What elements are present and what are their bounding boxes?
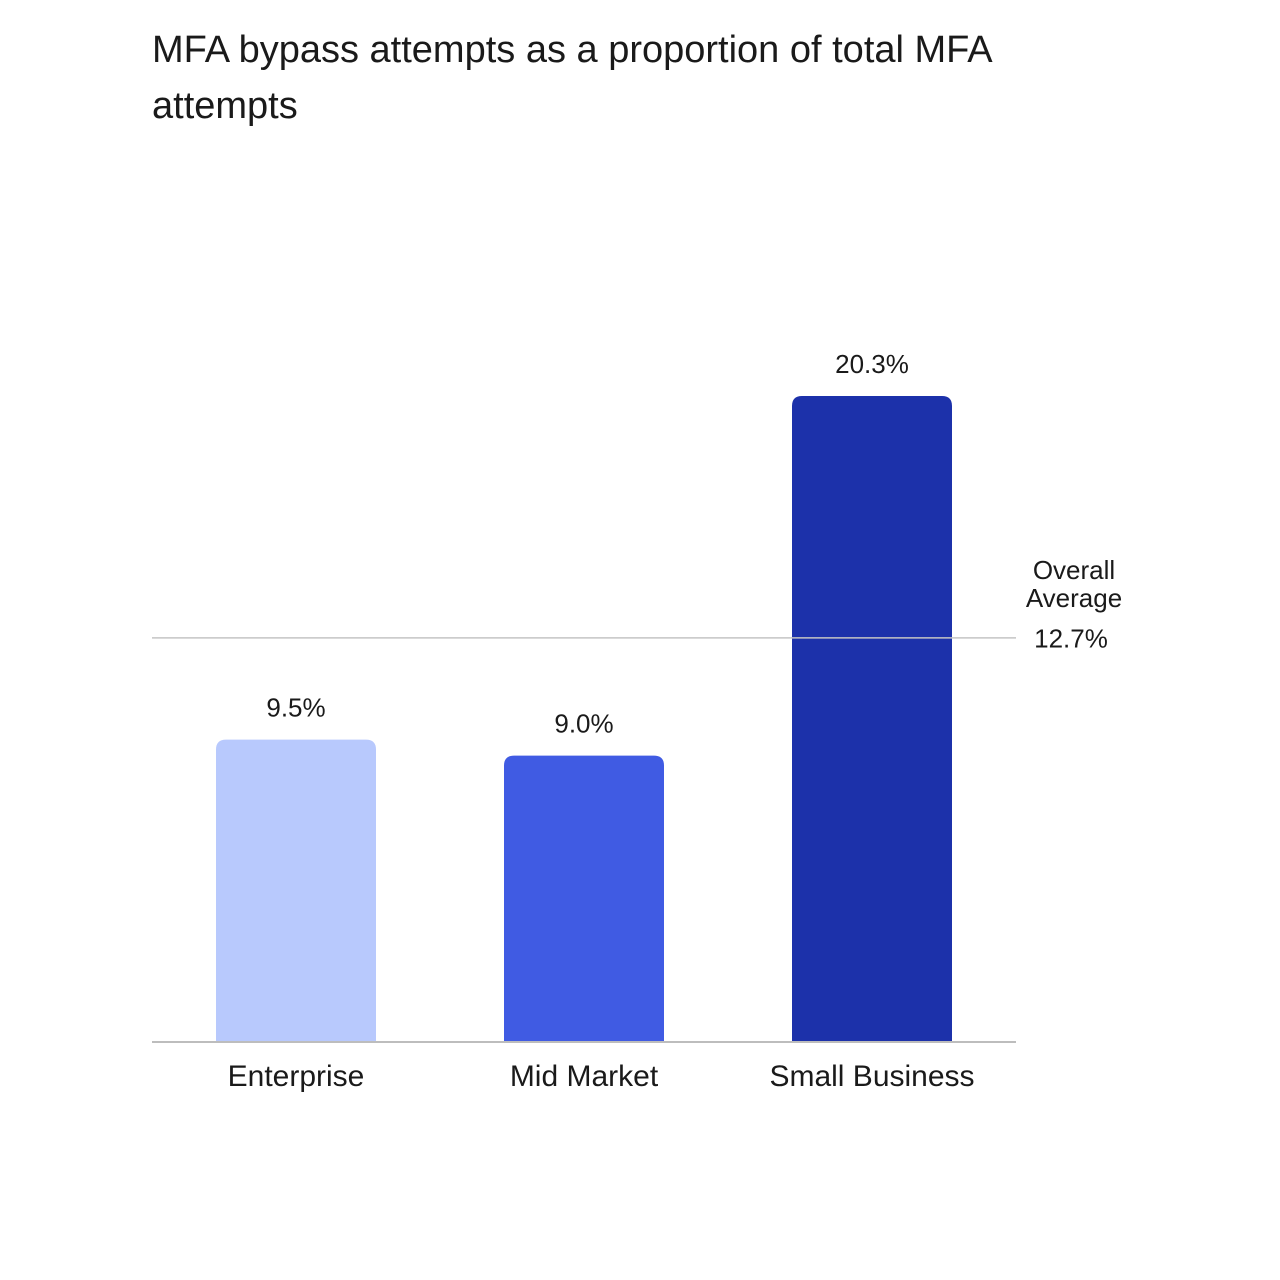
bar [216,739,376,1042]
reference-value-label: 12.7% [1034,624,1108,654]
bar [792,396,952,1042]
data-label: 9.5% [266,693,325,723]
data-label: 20.3% [835,349,909,379]
bar [504,755,664,1042]
x-tick-label: Mid Market [510,1060,659,1093]
chart-title: MFA bypass attempts as a proportion of t… [152,29,991,127]
reference-label: Overall Average [1025,554,1123,613]
x-tick-label: Enterprise [228,1060,365,1093]
x-tick-label: Small Business [769,1060,974,1093]
data-label: 9.0% [554,708,613,738]
